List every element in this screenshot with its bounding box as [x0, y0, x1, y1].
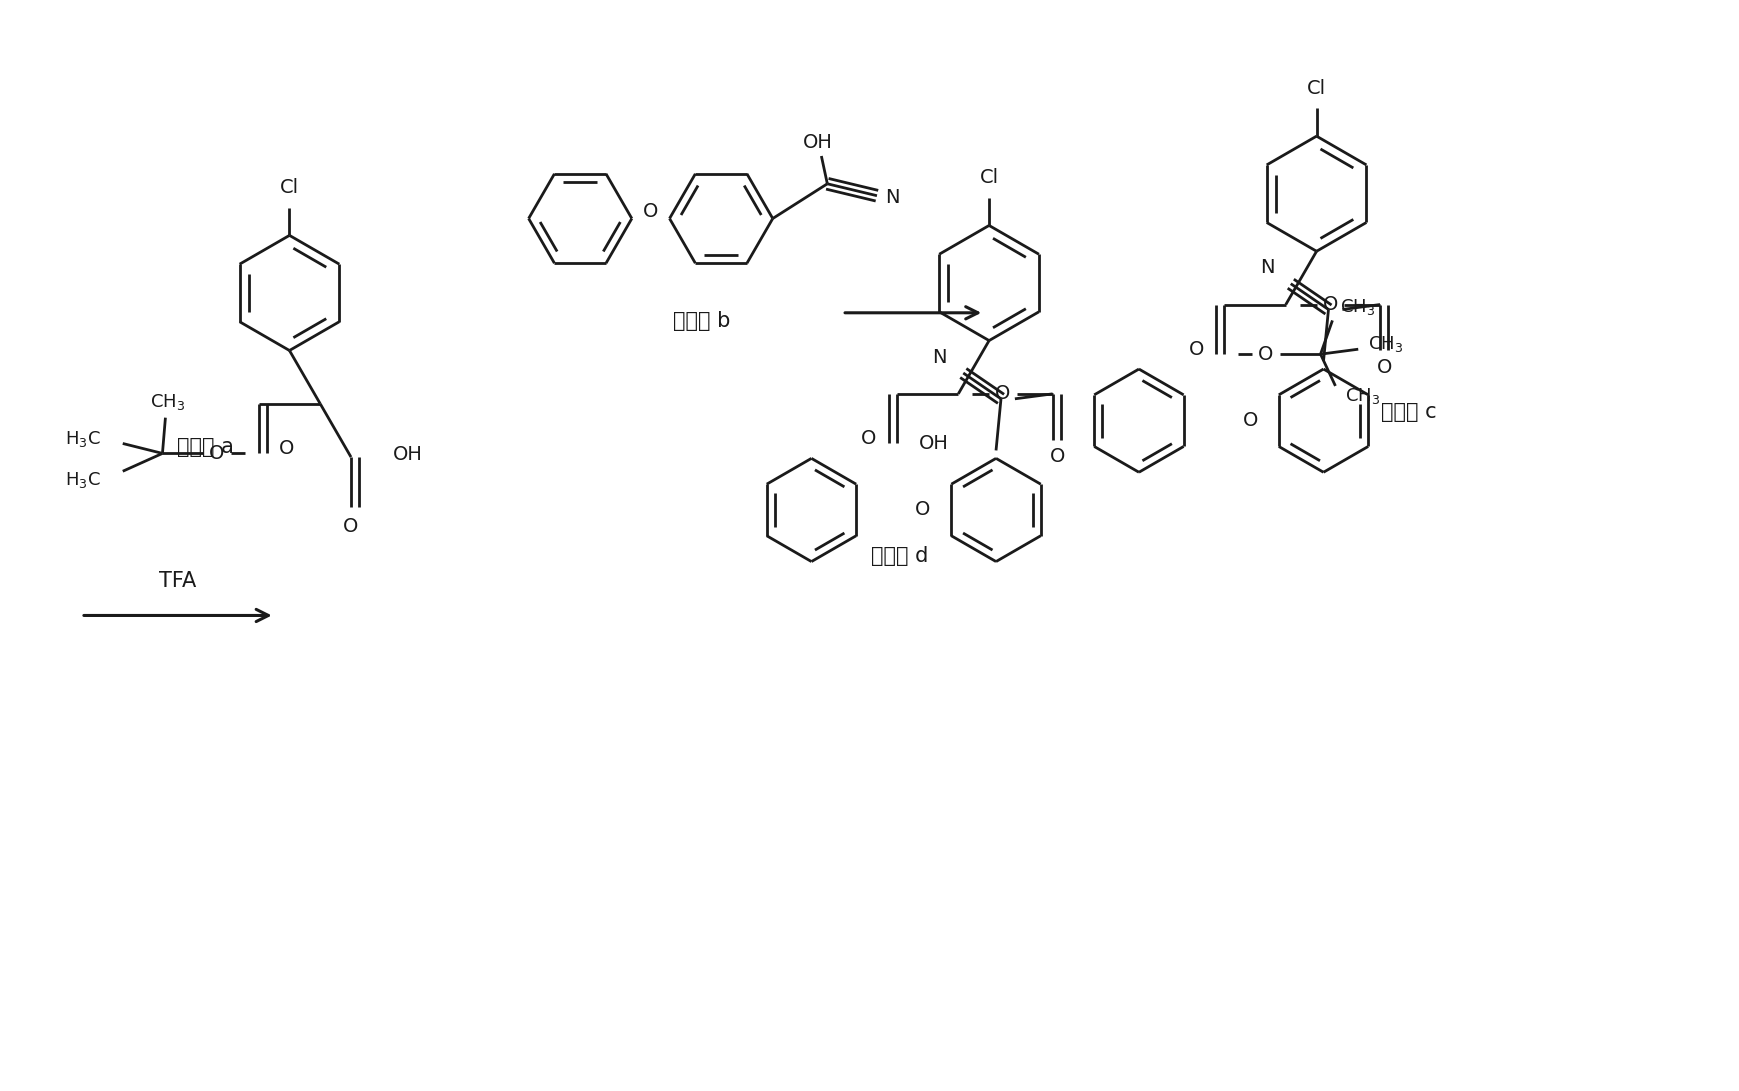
Text: O: O	[1257, 345, 1273, 363]
Text: 化合物 c: 化合物 c	[1381, 401, 1436, 422]
Text: N: N	[932, 348, 946, 367]
Text: Cl: Cl	[280, 178, 299, 197]
Text: O: O	[1049, 447, 1064, 466]
Text: O: O	[278, 439, 294, 458]
Text: H$_3$C: H$_3$C	[64, 470, 101, 490]
Text: O: O	[861, 429, 876, 448]
Text: O: O	[915, 501, 930, 519]
Text: O: O	[1377, 358, 1391, 376]
Text: 化合物 a: 化合物 a	[177, 436, 233, 457]
Text: OH: OH	[918, 434, 948, 453]
Text: O: O	[343, 517, 358, 536]
Text: N: N	[885, 188, 899, 207]
Text: CH$_3$: CH$_3$	[1367, 334, 1403, 355]
Text: TFA: TFA	[158, 571, 197, 590]
Text: N: N	[1259, 259, 1273, 277]
Text: O: O	[995, 384, 1010, 404]
Text: H$_3$C: H$_3$C	[64, 429, 101, 448]
Text: O: O	[1188, 339, 1203, 359]
Text: Cl: Cl	[1306, 79, 1325, 98]
Text: O: O	[1242, 411, 1257, 430]
Text: CH$_3$: CH$_3$	[150, 392, 184, 411]
Text: Cl: Cl	[979, 168, 998, 188]
Text: OH: OH	[393, 445, 423, 464]
Text: O: O	[1322, 295, 1337, 314]
Text: 化合物 d: 化合物 d	[871, 546, 929, 566]
Text: OH: OH	[802, 133, 831, 152]
Text: CH$_3$: CH$_3$	[1339, 297, 1376, 316]
Text: O: O	[209, 444, 224, 463]
Text: CH$_3$: CH$_3$	[1344, 386, 1379, 406]
Text: O: O	[643, 202, 657, 221]
Text: 化合物 b: 化合物 b	[673, 311, 730, 331]
